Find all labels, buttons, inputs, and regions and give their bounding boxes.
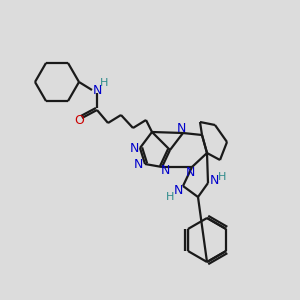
Text: N: N (129, 142, 139, 154)
Text: H: H (166, 192, 174, 202)
Text: N: N (209, 173, 219, 187)
Text: O: O (74, 113, 84, 127)
Text: H: H (100, 78, 108, 88)
Text: N: N (92, 83, 102, 97)
Text: N: N (160, 164, 170, 178)
Text: H: H (218, 172, 226, 182)
Text: N: N (133, 158, 143, 170)
Text: N: N (185, 166, 195, 178)
Text: N: N (176, 122, 186, 134)
Text: N: N (173, 184, 183, 196)
